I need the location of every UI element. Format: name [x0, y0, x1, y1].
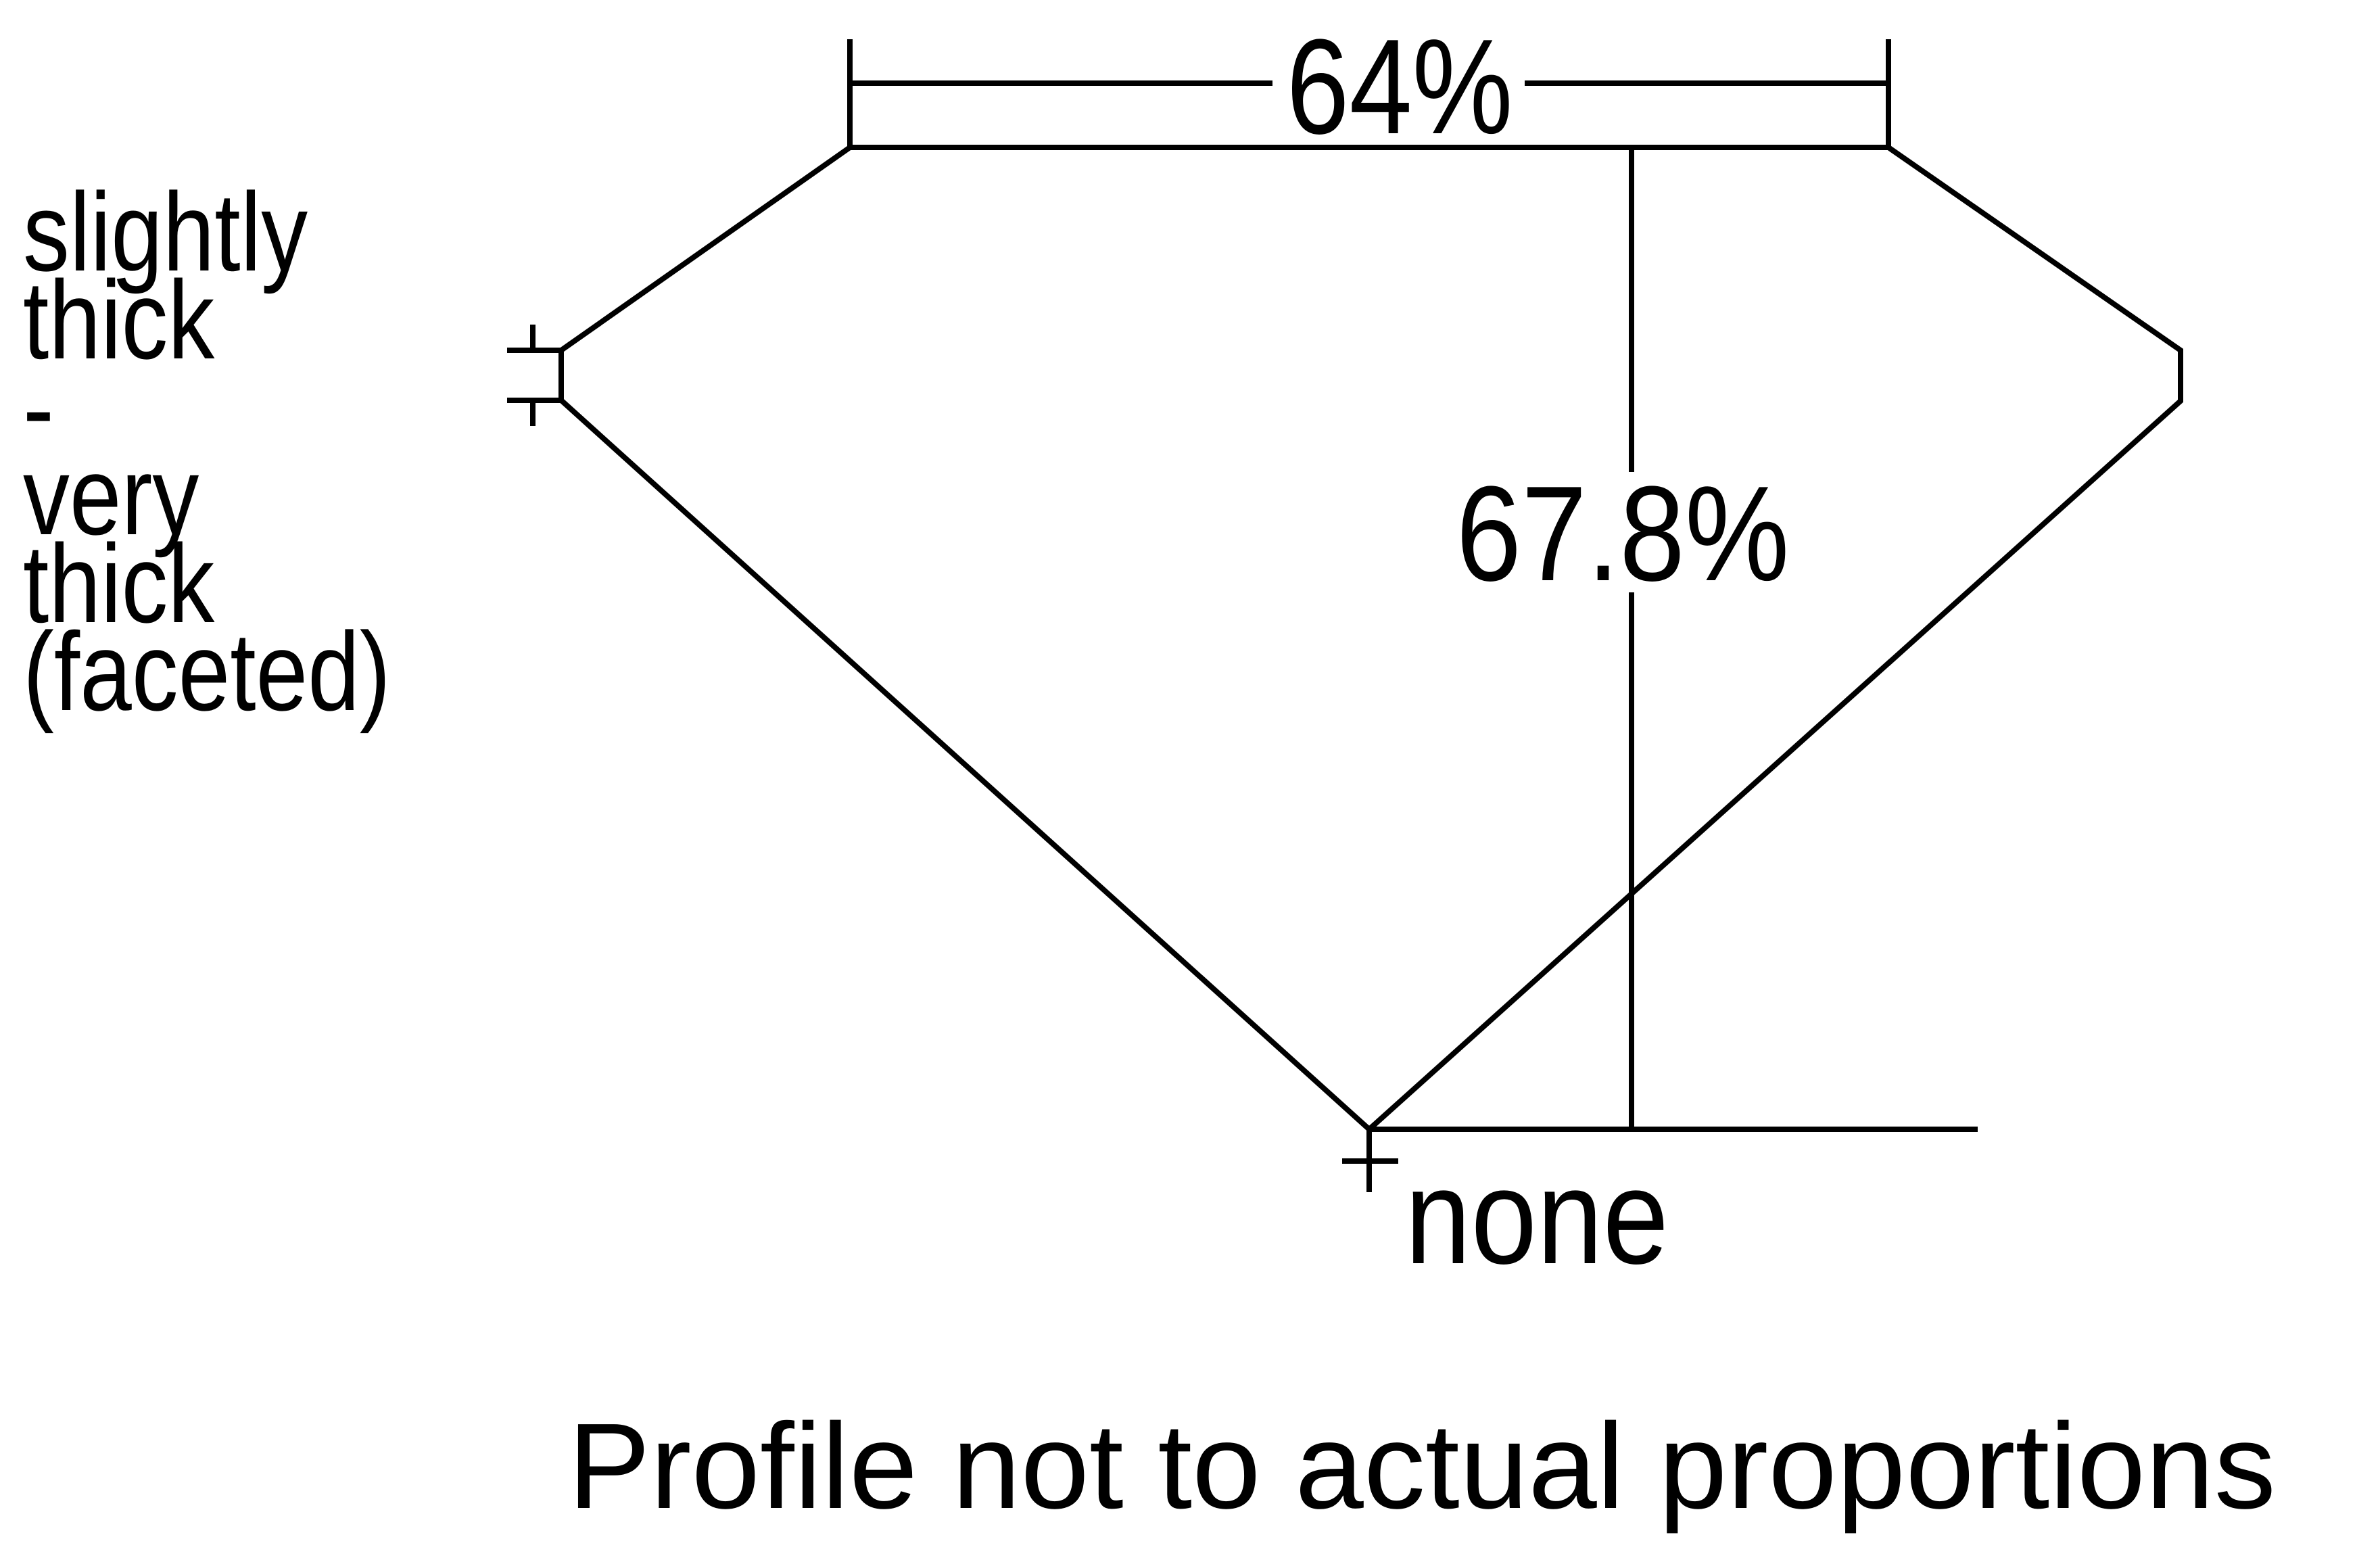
- culet-label: none: [1405, 1141, 1669, 1292]
- table-percent-label: 64%: [1287, 11, 1513, 162]
- girdle-label-line-5: thick: [23, 521, 215, 646]
- girdle-label-line-1: slightly: [23, 170, 308, 295]
- footer-note: Profile not to actual proportions: [568, 1398, 2276, 1534]
- depth-percent-label: 67.8%: [1456, 458, 1790, 609]
- girdle-label-line-6: (faceted): [23, 609, 391, 734]
- girdle-thickness-label: slightly thick - very thick (faceted): [23, 170, 391, 734]
- girdle-label-line-4: very: [23, 433, 199, 559]
- diamond-outline: [558, 145, 2183, 1133]
- girdle-label-line-2: thick: [23, 258, 215, 383]
- girdle-label-line-3: -: [23, 346, 54, 471]
